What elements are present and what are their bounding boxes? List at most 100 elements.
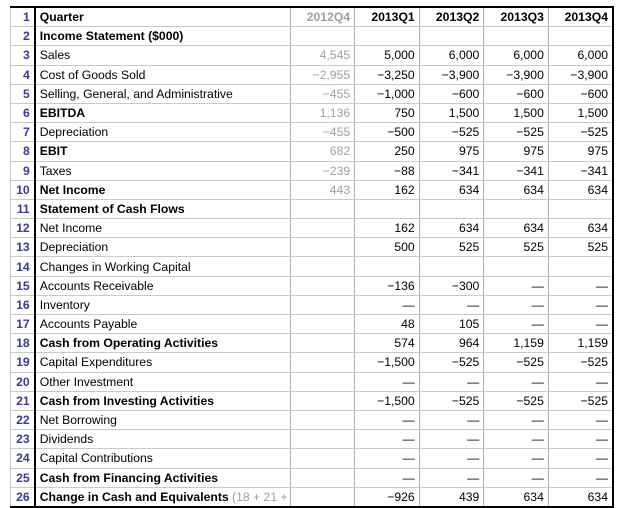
cell-value: 634 (548, 487, 613, 507)
cell-value: 162 (355, 219, 420, 238)
cell-value: 525 (548, 238, 613, 257)
row-number: 15 (11, 276, 35, 295)
cell-value: −455 (290, 123, 355, 142)
cell-value (419, 257, 484, 276)
row-label: Change in Cash and Equivalents (18 + 21 … (35, 487, 290, 507)
cell-value: — (355, 430, 420, 449)
cell-value: 975 (419, 142, 484, 161)
row-label: Accounts Receivable (35, 276, 290, 295)
row-number: 9 (11, 161, 35, 180)
cell-value (484, 199, 549, 218)
cell-value: — (419, 468, 484, 487)
cell-value: 500 (355, 238, 420, 257)
row-label: EBITDA (35, 103, 290, 122)
cell-value (484, 257, 549, 276)
cell-value: −136 (355, 276, 420, 295)
cell-value: 750 (355, 103, 420, 122)
cell-value: −341 (484, 161, 549, 180)
cell-value: −525 (484, 123, 549, 142)
row-label: Dividends (35, 430, 290, 449)
cell-value (290, 410, 355, 429)
cell-value: 634 (484, 487, 549, 507)
row-number: 22 (11, 410, 35, 429)
row-number: 16 (11, 295, 35, 314)
cell-value: — (548, 276, 613, 295)
cell-value: — (548, 410, 613, 429)
cell-value (290, 257, 355, 276)
row-number: 20 (11, 372, 35, 391)
cell-value: 2013Q2 (419, 7, 484, 27)
cell-value: 1,500 (419, 103, 484, 122)
cell-value: 1,500 (548, 103, 613, 122)
cell-value: −525 (484, 391, 549, 410)
cell-value: −525 (484, 353, 549, 372)
row-number: 19 (11, 353, 35, 372)
cell-value: — (484, 468, 549, 487)
financial-table: 1Quarter2012Q42013Q12013Q22013Q32013Q42I… (10, 6, 614, 508)
cell-value (290, 315, 355, 334)
cell-value: 443 (290, 180, 355, 199)
cell-value: 634 (548, 180, 613, 199)
cell-value (548, 27, 613, 46)
cell-value: −3,900 (484, 65, 549, 84)
cell-value: 634 (419, 219, 484, 238)
cell-value: −455 (290, 84, 355, 103)
cell-value: −926 (355, 487, 420, 507)
cell-value: −600 (419, 84, 484, 103)
cell-value: −525 (419, 353, 484, 372)
row-label: Statement of Cash Flows (35, 199, 290, 218)
cell-value: 1,159 (484, 334, 549, 353)
cell-value (290, 27, 355, 46)
row-label: EBIT (35, 142, 290, 161)
row-label: Net Income (35, 180, 290, 199)
cell-value: 2013Q3 (484, 7, 549, 27)
cell-value: — (355, 295, 420, 314)
cell-value: — (419, 430, 484, 449)
cell-value: — (548, 372, 613, 391)
cell-value (290, 219, 355, 238)
cell-value: — (355, 410, 420, 429)
cell-value (290, 334, 355, 353)
row-label: Cost of Goods Sold (35, 65, 290, 84)
cell-value: — (355, 468, 420, 487)
spreadsheet-table: 1Quarter2012Q42013Q12013Q22013Q32013Q42I… (0, 0, 624, 502)
cell-value (290, 353, 355, 372)
row-number: 3 (11, 46, 35, 65)
cell-value: −600 (548, 84, 613, 103)
row-number: 6 (11, 103, 35, 122)
cell-value (290, 372, 355, 391)
cell-value (419, 27, 484, 46)
cell-value (290, 430, 355, 449)
row-label: Depreciation (35, 123, 290, 142)
row-label: Other Investment (35, 372, 290, 391)
cell-value: — (484, 372, 549, 391)
row-number: 24 (11, 449, 35, 468)
cell-value: — (484, 315, 549, 334)
cell-value: 975 (548, 142, 613, 161)
cell-value: 2013Q1 (355, 7, 420, 27)
cell-value: — (548, 468, 613, 487)
row-label: Income Statement ($000) (35, 27, 290, 46)
cell-value: — (548, 295, 613, 314)
cell-value (355, 27, 420, 46)
row-label: Cash from Investing Activities (35, 391, 290, 410)
row-label: Capital Contributions (35, 449, 290, 468)
cell-value: −500 (355, 123, 420, 142)
row-label: Net Borrowing (35, 410, 290, 429)
cell-value: — (419, 295, 484, 314)
cell-value: −525 (548, 123, 613, 142)
cell-value: — (548, 449, 613, 468)
cell-value (290, 391, 355, 410)
cell-value (290, 238, 355, 257)
cell-value: 525 (484, 238, 549, 257)
row-number: 1 (11, 7, 35, 27)
row-number: 2 (11, 27, 35, 46)
cell-value: −300 (419, 276, 484, 295)
cell-value: 1,500 (484, 103, 549, 122)
row-number: 14 (11, 257, 35, 276)
cell-value: 1,159 (548, 334, 613, 353)
cell-value (484, 27, 549, 46)
row-label: Depreciation (35, 238, 290, 257)
cell-value: 6,000 (548, 46, 613, 65)
cell-value: −2,955 (290, 65, 355, 84)
